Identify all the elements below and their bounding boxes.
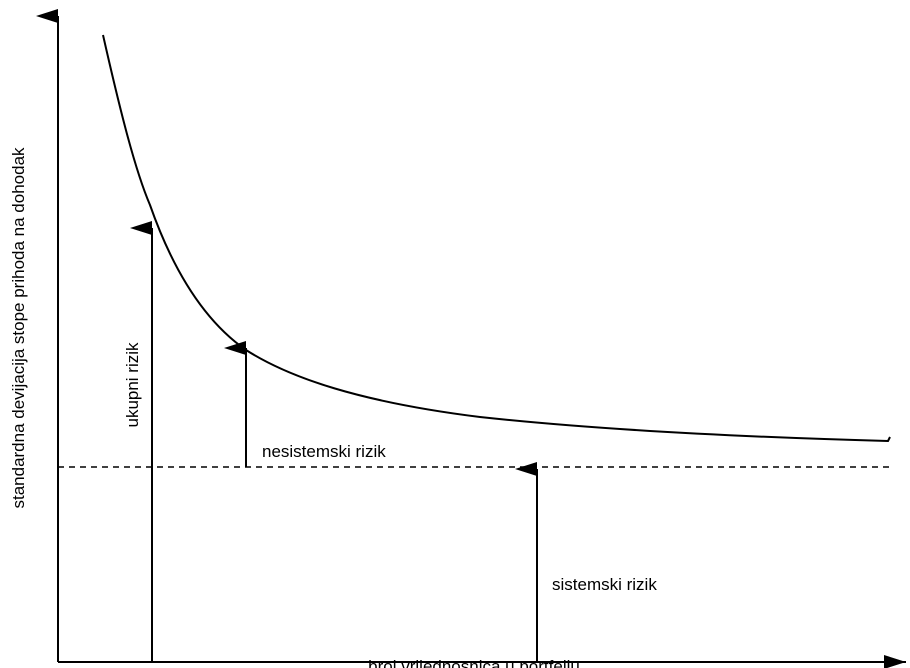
unsystematic-risk-label: nesistemski rizik [262, 442, 386, 461]
total-risk-label: ukupni rizik [123, 342, 142, 428]
systematic-risk-label: sistemski rizik [552, 575, 657, 594]
x-axis-label: broj vrijednosnica u portfelju [368, 657, 580, 668]
total-risk-curve [102, 34, 891, 443]
y-axis-label: standardna devijacija stope prihoda na d… [9, 147, 28, 509]
